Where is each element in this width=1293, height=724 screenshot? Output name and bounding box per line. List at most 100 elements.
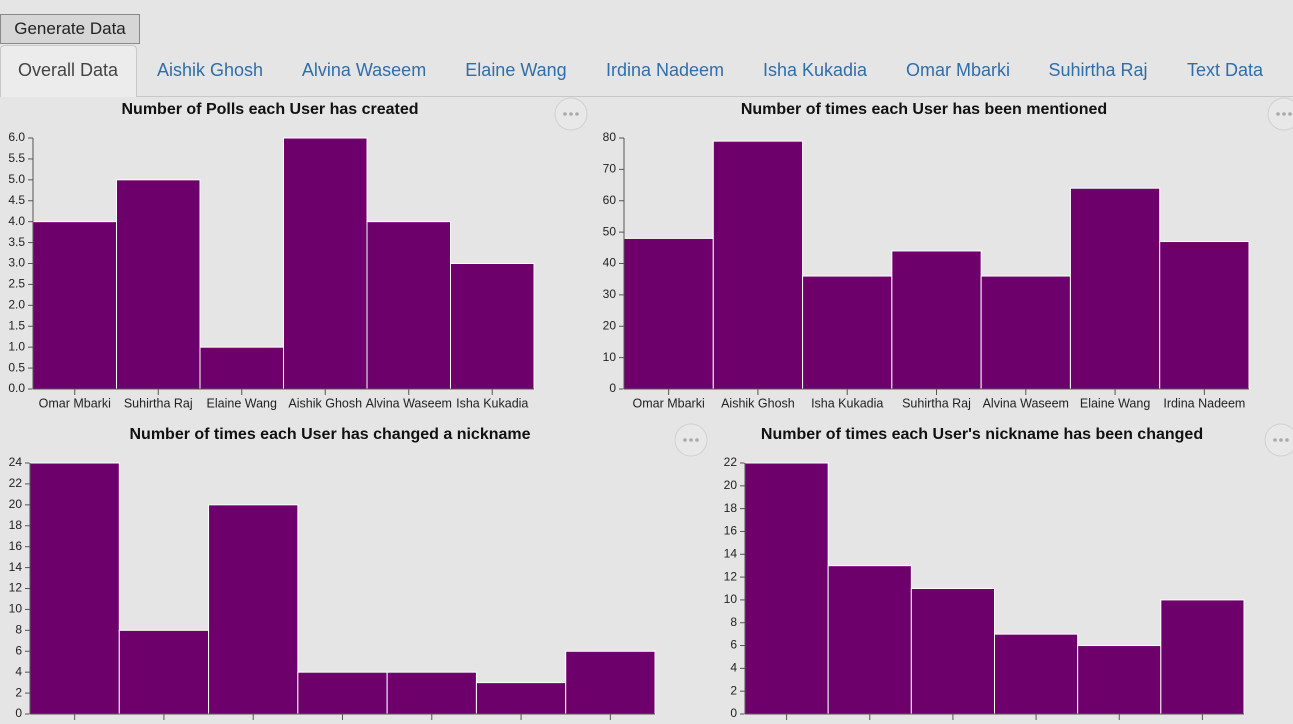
y-tick-label: 0: [609, 381, 616, 395]
x-tick-label: Aishik Ghosh: [721, 396, 795, 410]
y-tick-label: 20: [9, 497, 23, 511]
chart-menu-dot: [689, 438, 693, 442]
generate-button-label[interactable]: Generate Data: [14, 19, 126, 38]
bar: [475, 682, 567, 715]
y-tick-label: 24: [9, 455, 23, 469]
x-tick-label: Irdina Nadeem: [1163, 396, 1245, 410]
tab[interactable]: Text Data: [1187, 60, 1264, 80]
x-tick-label: Elaine Wang: [207, 396, 277, 410]
y-tick-label: 2: [730, 683, 737, 697]
bar: [450, 263, 535, 390]
bar: [1159, 241, 1250, 390]
active-tab[interactable]: [0, 45, 137, 98]
y-tick-label: 60: [603, 193, 617, 207]
y-tick-label: 10: [9, 602, 23, 616]
chart-menu-dot: [683, 438, 687, 442]
x-tick-label: Omar Mbarki: [633, 396, 705, 410]
bar: [386, 671, 477, 715]
y-tick-label: 22: [9, 476, 23, 490]
y-tick-label: 1.5: [8, 318, 25, 332]
chart-menu[interactable]: [1264, 423, 1293, 457]
bar: [208, 504, 299, 715]
tab[interactable]: Isha Kukadia: [763, 60, 868, 80]
bar: [199, 346, 284, 390]
bar: [297, 671, 388, 715]
y-tick-label: 4: [730, 661, 737, 675]
y-tick-label: 0: [730, 706, 737, 720]
chart-title: Number of times each User's nickname has…: [761, 426, 1203, 443]
y-tick-label: 50: [603, 224, 617, 238]
y-tick-label: 8: [730, 615, 737, 629]
bar: [32, 221, 117, 390]
y-tick-label: 6: [15, 643, 22, 657]
bar: [366, 221, 451, 390]
generate-button[interactable]: [0, 14, 140, 44]
y-tick-label: 16: [9, 539, 23, 553]
tab[interactable]: Alvina Waseem: [302, 60, 426, 80]
bar: [980, 275, 1071, 390]
y-tick-label: 2: [15, 685, 22, 699]
chart-menu-dot: [1285, 438, 1289, 442]
tab[interactable]: Suhirtha Raj: [1048, 60, 1147, 80]
chart-menu-dot: [1279, 438, 1283, 442]
chart-menu-dot: [569, 112, 573, 116]
x-tick-label: Isha Kukadia: [456, 396, 528, 410]
y-tick-label: 6: [730, 638, 737, 652]
bar: [29, 462, 120, 715]
y-tick-label: 14: [9, 560, 23, 574]
tab[interactable]: Overall Data: [18, 60, 119, 80]
y-tick-label: 5.5: [8, 151, 25, 165]
bar: [744, 462, 829, 715]
y-tick-label: 6.0: [8, 130, 25, 144]
x-tick-label: Elaine Wang: [1080, 396, 1150, 410]
chart-menu-dot: [563, 112, 567, 116]
bar: [802, 275, 893, 390]
y-tick-label: 40: [603, 256, 617, 270]
y-tick-label: 70: [603, 162, 617, 176]
y-tick-label: 80: [603, 130, 617, 144]
y-tick-label: 20: [724, 478, 738, 492]
bar: [891, 250, 982, 390]
chart-title: Number of times each User has been menti…: [741, 101, 1107, 118]
y-tick-label: 2.5: [8, 277, 25, 291]
bar: [116, 179, 201, 390]
chart-menu-dot: [1282, 112, 1286, 116]
x-tick-label: Aishik Ghosh: [288, 396, 362, 410]
y-tick-label: 18: [724, 501, 738, 515]
bar: [712, 140, 804, 390]
bar: [1077, 645, 1162, 715]
chart-menu[interactable]: [1267, 97, 1293, 131]
y-tick-label: 18: [9, 518, 23, 532]
y-tick-label: 16: [724, 524, 738, 538]
x-tick-label: Isha Kukadia: [811, 396, 883, 410]
y-tick-label: 3.0: [8, 256, 25, 270]
y-tick-label: 0.0: [8, 381, 25, 395]
chart-menu-dot: [1288, 112, 1292, 116]
y-tick-label: 1.0: [8, 339, 25, 353]
tab[interactable]: Omar Mbarki: [906, 60, 1010, 80]
y-tick-label: 2.0: [8, 298, 25, 312]
y-tick-label: 8: [15, 623, 22, 637]
bar: [623, 237, 714, 390]
y-tick-label: 0.5: [8, 360, 25, 374]
y-tick-label: 10: [724, 592, 738, 606]
y-tick-label: 12: [724, 569, 738, 583]
y-tick-label: 5.0: [8, 172, 25, 186]
tab[interactable]: Aishik Ghosh: [157, 60, 263, 80]
bar: [1069, 187, 1161, 390]
tab[interactable]: Irdina Nadeem: [606, 60, 724, 80]
x-tick-label: Suhirtha Raj: [124, 396, 193, 410]
bar: [118, 629, 210, 715]
y-tick-label: 30: [603, 287, 617, 301]
chart-title: Number of Polls each User has created: [122, 101, 419, 118]
chart-menu-dot: [695, 438, 699, 442]
y-tick-label: 20: [603, 318, 617, 332]
chart-menu-dot: [1276, 112, 1280, 116]
chart-title: Number of times each User has changed a …: [129, 426, 530, 443]
chart-menu-dot: [575, 112, 579, 116]
y-tick-label: 0: [15, 706, 22, 720]
bar: [994, 633, 1079, 715]
y-tick-label: 14: [724, 546, 738, 560]
tab[interactable]: Elaine Wang: [465, 60, 566, 80]
